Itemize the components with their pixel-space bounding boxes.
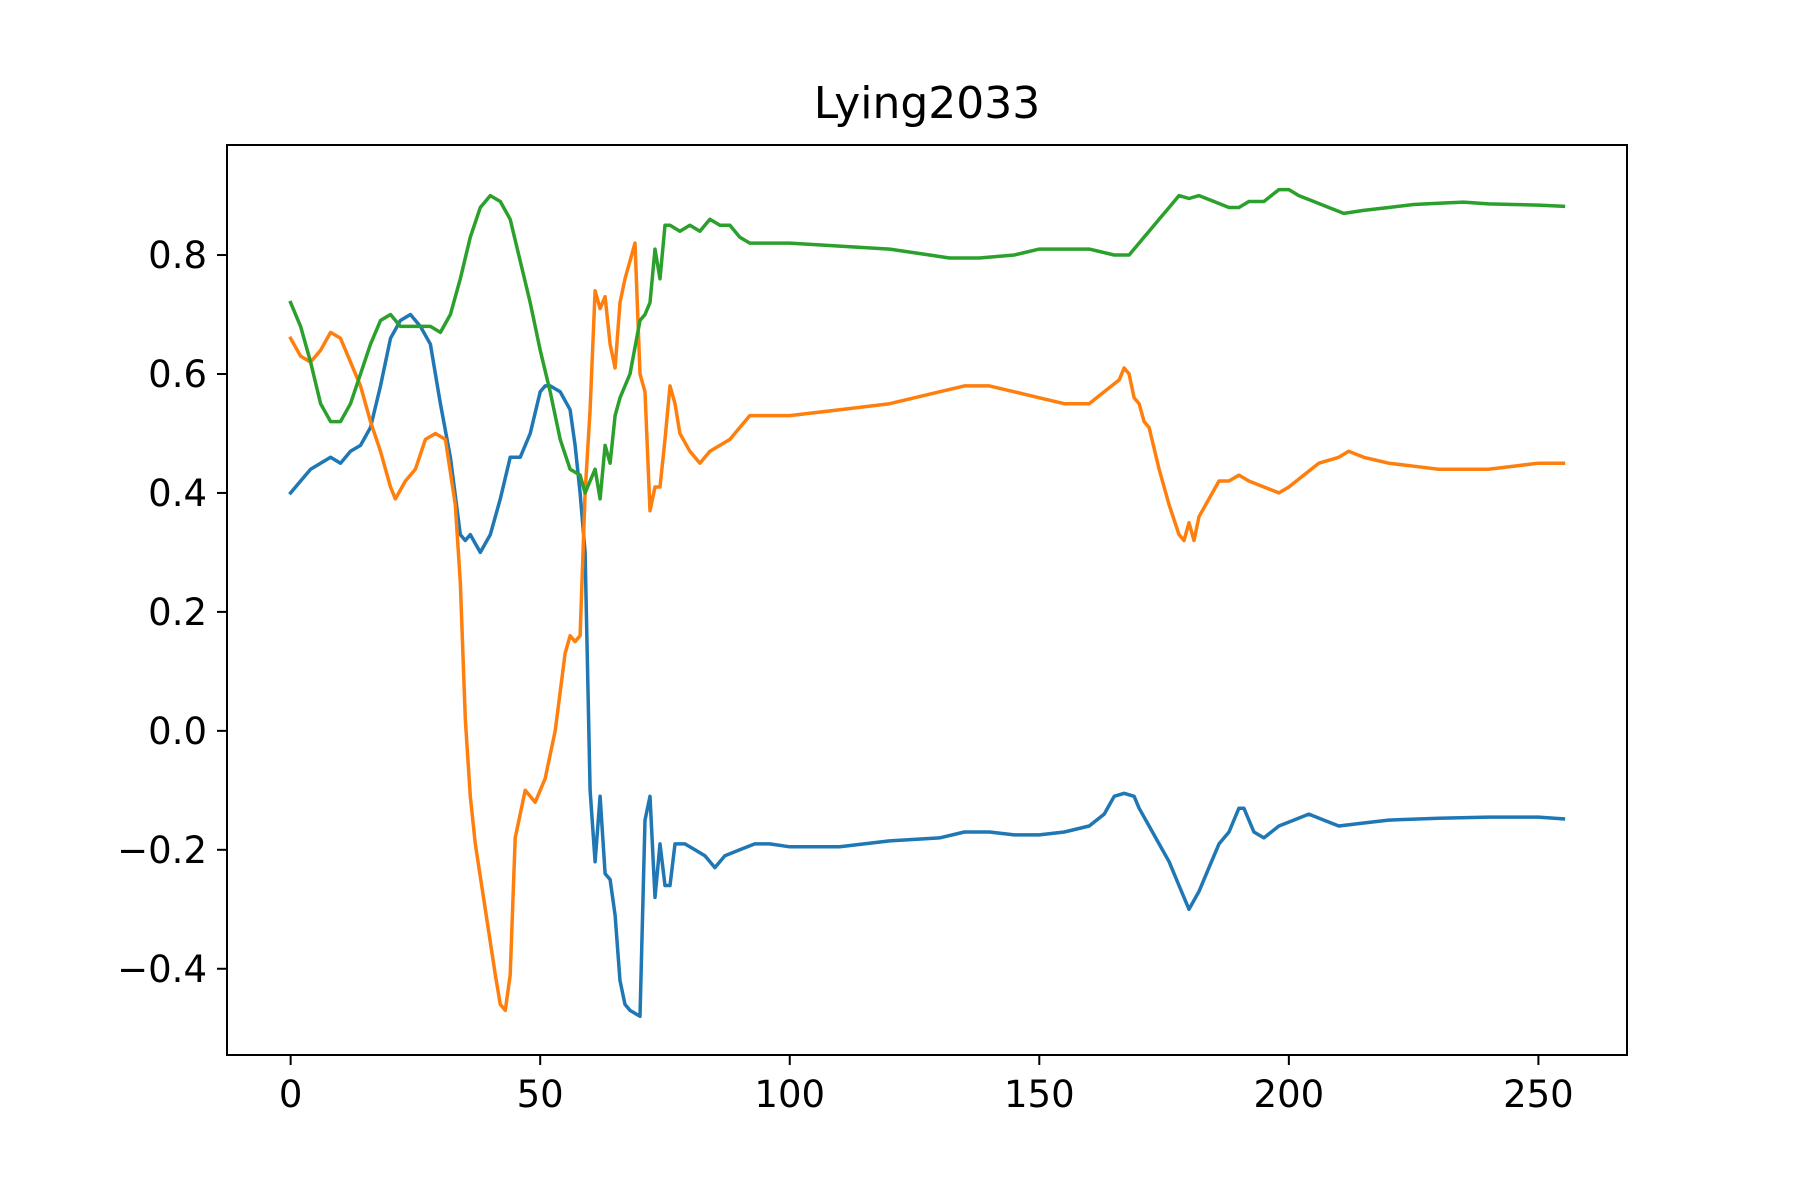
chart-title: Lying2033 (814, 78, 1041, 129)
x-tick-label: 0 (279, 1073, 303, 1116)
x-axis: 0 50 100 150 200 250 (279, 1055, 1574, 1116)
y-tick-label: −0.2 (117, 829, 207, 872)
series-line-3 (288, 187, 1566, 501)
x-tick-label: 250 (1503, 1073, 1574, 1116)
series-line-1 (288, 312, 1566, 1019)
y-tick-label: −0.4 (117, 948, 207, 991)
series-line-2 (288, 241, 1566, 1013)
plot-frame (226, 144, 1628, 1056)
y-tick-label: 0.6 (148, 353, 207, 396)
y-tick-label: 0.4 (148, 472, 207, 515)
x-tick-label: 50 (517, 1073, 564, 1116)
x-tick-label: 200 (1254, 1073, 1325, 1116)
y-axis: −0.4 −0.2 0.0 0.2 0.4 0.6 0.8 (117, 234, 227, 991)
x-tick-label: 150 (1004, 1073, 1075, 1116)
series-layer (288, 187, 1566, 1019)
y-tick-label: 0.0 (148, 710, 207, 753)
y-tick-label: 0.2 (148, 591, 207, 634)
x-tick-label: 100 (754, 1073, 825, 1116)
y-tick-label: 0.8 (148, 234, 207, 277)
